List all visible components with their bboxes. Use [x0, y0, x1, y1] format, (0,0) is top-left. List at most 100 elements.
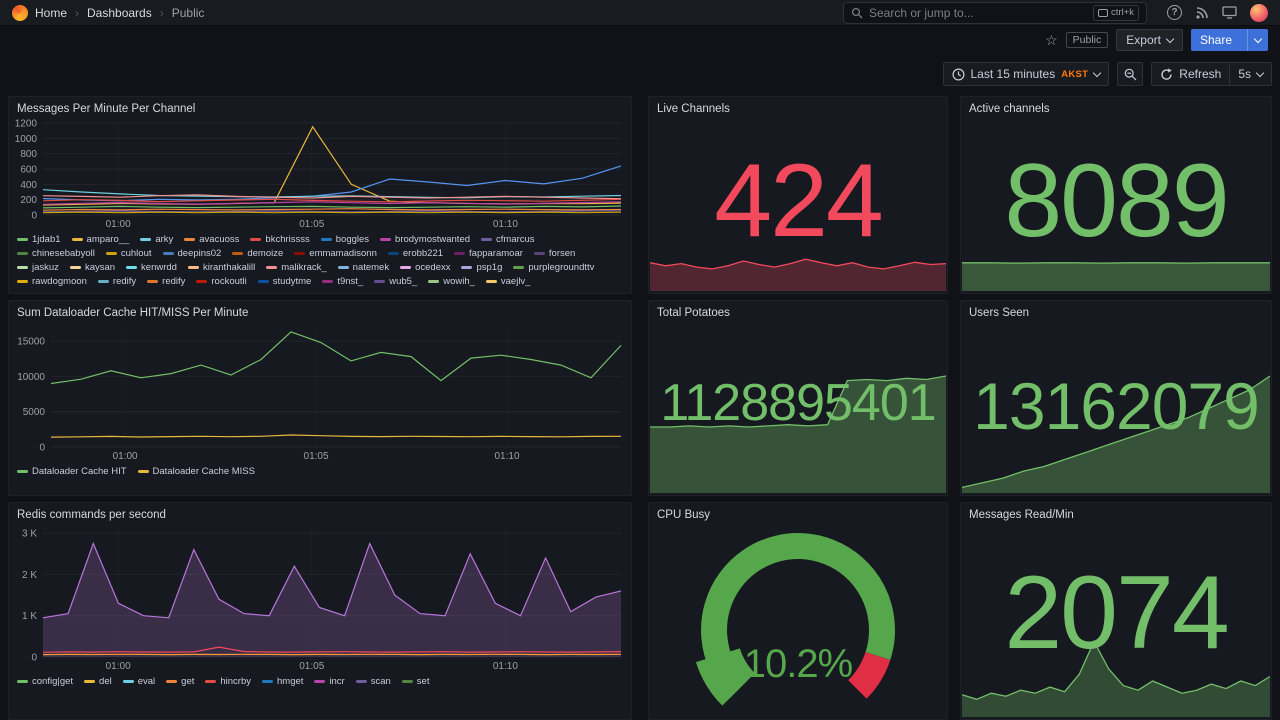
breadcrumb-dashboards[interactable]: Dashboards [87, 5, 152, 20]
legend-series-color [122, 680, 134, 683]
legend-item[interactable]: purplegroundttv [513, 262, 594, 273]
legend-item[interactable]: natemek [337, 262, 389, 273]
user-avatar[interactable] [1250, 3, 1268, 22]
legend-series-name: incr [329, 676, 345, 687]
legend-item[interactable]: kaysan [69, 262, 115, 273]
legend-item[interactable]: scan [355, 676, 391, 687]
legend-series-name: demoize [247, 248, 284, 259]
legend-item[interactable]: cfmarcus [481, 234, 535, 245]
legend-item[interactable]: avacuoss [184, 234, 239, 245]
legend-item[interactable]: malikrack_ [266, 262, 327, 273]
breadcrumb-public[interactable]: Public [171, 5, 205, 20]
panel-active-channels: Active channels 8089 [960, 96, 1272, 294]
legend-item[interactable]: kiranthakalill [187, 262, 255, 273]
legend-series-color [17, 238, 28, 241]
legend-item[interactable]: amparo__ [71, 234, 129, 245]
legend-item[interactable]: vaejlv_ [485, 276, 530, 287]
help-icon[interactable]: ? [1167, 5, 1182, 20]
legend-item[interactable]: chinesebabyoll [17, 248, 95, 259]
legend-item[interactable]: rockoutli [196, 276, 247, 287]
svg-text:1 K: 1 K [22, 611, 37, 622]
legend-series-color [250, 238, 262, 241]
legend-item[interactable]: set [401, 676, 429, 687]
legend-item[interactable]: studytme [257, 276, 311, 287]
legend-series-name: wub5_ [389, 276, 418, 287]
legend-item[interactable]: bkchrissss [250, 234, 310, 245]
legend-item[interactable]: ocedexx [400, 262, 450, 273]
legend-item[interactable]: t9nst_ [322, 276, 363, 287]
legend-item[interactable]: jaskuz [17, 262, 59, 273]
legend-item[interactable]: erobb221 [387, 248, 443, 259]
panel-title[interactable]: Redis commands per second [17, 509, 166, 521]
redis-commands-chart[interactable]: 0 1 K 2 K 3 K 01:00 01:05 01:10 [13, 524, 627, 672]
monitor-icon[interactable] [1222, 6, 1237, 19]
legend-item[interactable]: fapparamoar [454, 248, 523, 259]
panel-title[interactable]: Live Channels [657, 103, 730, 115]
refresh-interval-dropdown[interactable]: 5s [1229, 63, 1271, 85]
legend-item[interactable]: kenwrdd [126, 262, 177, 273]
legend-item[interactable]: rawdogmoon [17, 276, 87, 287]
legend-item[interactable]: forsen [533, 248, 575, 259]
legend-series-color [257, 280, 269, 283]
legend-item[interactable]: hmget [262, 676, 303, 687]
search-box[interactable]: ctrl+k [843, 1, 1147, 24]
legend-series-color [337, 266, 349, 269]
legend-series-color [17, 252, 28, 255]
legend-item[interactable]: config|get [17, 676, 73, 687]
share-dropdown-caret[interactable] [1247, 29, 1268, 51]
legend-series-color [166, 680, 178, 683]
export-button[interactable]: Export [1116, 29, 1183, 51]
legend-item[interactable]: redify [147, 276, 185, 287]
zoom-out-time-button[interactable] [1117, 62, 1144, 86]
legend-item[interactable]: Dataloader Cache MISS [137, 466, 255, 477]
legend-item[interactable]: brodymostwanted [380, 234, 470, 245]
svg-text:5000: 5000 [23, 407, 46, 418]
legend-series-color [137, 470, 149, 473]
star-icon[interactable]: ☆ [1045, 32, 1058, 48]
panel-title[interactable]: Active channels [969, 103, 1050, 115]
refresh-button[interactable]: Refresh [1152, 63, 1229, 85]
legend-item[interactable]: Dataloader Cache HIT [17, 466, 127, 477]
legend-series-name: get [181, 676, 195, 687]
refresh-control: Refresh 5s [1151, 62, 1272, 86]
users-seen-value: 13162079 [973, 369, 1260, 443]
news-rss-icon[interactable] [1195, 6, 1209, 20]
legend-item[interactable]: wub5_ [374, 276, 417, 287]
messages-per-minute-chart[interactable]: 0 200 400 600 800 1000 1200 01:00 01:05 01:10 [13, 118, 627, 230]
legend-item[interactable]: 1jdab1 [17, 234, 61, 245]
panel-title[interactable]: Total Potatoes [657, 307, 730, 319]
time-controls: Last 15 minutes AKST Refresh 5s [942, 62, 1272, 86]
legend-item[interactable]: get [166, 676, 194, 687]
breadcrumb-home[interactable]: Home [35, 5, 68, 20]
legend-series-color [454, 252, 466, 255]
legend-item[interactable]: cuhlout [105, 248, 152, 259]
breadcrumb-separator: › [159, 5, 164, 20]
legend-item[interactable]: eval [122, 676, 155, 687]
time-range-picker[interactable]: Last 15 minutes AKST [942, 62, 1110, 86]
panel-users-seen: Users Seen 13162079 [960, 300, 1272, 496]
legend-item[interactable]: demoize [232, 248, 283, 259]
panel-title[interactable]: Users Seen [969, 307, 1030, 319]
legend-item[interactable]: arky [140, 234, 173, 245]
legend-item[interactable]: hincrby [205, 676, 251, 687]
legend-item[interactable]: emmamadisonn [294, 248, 377, 259]
panel-title[interactable]: Messages Per Minute Per Channel [17, 103, 196, 115]
grafana-logo[interactable] [12, 4, 28, 21]
search-input[interactable] [869, 5, 1088, 20]
panel-title[interactable]: CPU Busy [657, 509, 711, 521]
share-button[interactable]: Share [1190, 29, 1268, 51]
dataloader-cache-chart[interactable]: 0 5000 10000 15000 01:00 01:05 01:10 [13, 322, 627, 462]
legend-series-color [481, 238, 493, 241]
legend-item[interactable]: boggles [320, 234, 369, 245]
legend-item[interactable]: redify [97, 276, 136, 287]
legend-item[interactable]: psp1g [461, 262, 502, 273]
legend-series-color [400, 266, 412, 269]
legend-item[interactable]: incr [314, 676, 345, 687]
legend-item[interactable]: del [84, 676, 112, 687]
panel-title[interactable]: Messages Read/Min [969, 509, 1074, 521]
legend-series-name: hincrby [220, 676, 251, 687]
legend-item[interactable]: deepins02 [162, 248, 221, 259]
legend-series-name: scan [370, 676, 391, 687]
legend-item[interactable]: wowih_ [428, 276, 475, 287]
panel-title[interactable]: Sum Dataloader Cache HIT/MISS Per Minute [17, 307, 249, 319]
